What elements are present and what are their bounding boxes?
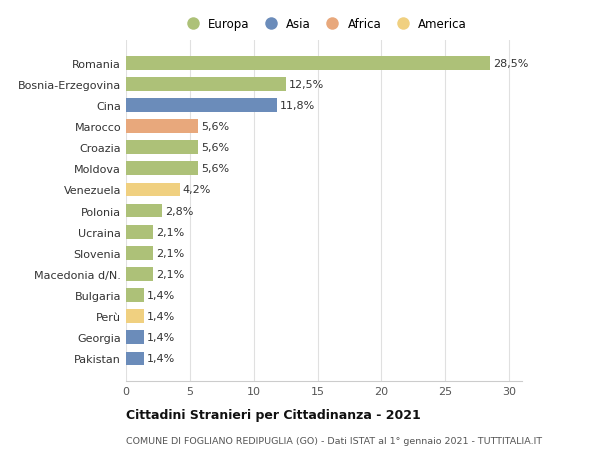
Text: 1,4%: 1,4% xyxy=(147,291,175,301)
Bar xyxy=(126,268,153,281)
Text: 2,1%: 2,1% xyxy=(156,227,184,237)
Text: 12,5%: 12,5% xyxy=(289,80,324,90)
Text: 1,4%: 1,4% xyxy=(147,354,175,364)
Text: 2,1%: 2,1% xyxy=(156,248,184,258)
Bar xyxy=(126,331,144,344)
Legend: Europa, Asia, Africa, America: Europa, Asia, Africa, America xyxy=(176,13,472,36)
Bar xyxy=(126,310,144,324)
Bar xyxy=(126,204,162,218)
Text: 1,4%: 1,4% xyxy=(147,333,175,342)
Bar xyxy=(126,225,153,239)
Bar xyxy=(126,57,490,70)
Text: 5,6%: 5,6% xyxy=(201,143,229,153)
Bar xyxy=(126,120,197,134)
Bar xyxy=(126,162,197,176)
Text: 2,8%: 2,8% xyxy=(165,206,193,216)
Bar xyxy=(126,183,179,197)
Text: COMUNE DI FOGLIANO REDIPUGLIA (GO) - Dati ISTAT al 1° gennaio 2021 - TUTTITALIA.: COMUNE DI FOGLIANO REDIPUGLIA (GO) - Dat… xyxy=(126,436,542,445)
Text: 28,5%: 28,5% xyxy=(493,59,529,68)
Text: Cittadini Stranieri per Cittadinanza - 2021: Cittadini Stranieri per Cittadinanza - 2… xyxy=(126,409,421,421)
Text: 11,8%: 11,8% xyxy=(280,101,315,111)
Text: 4,2%: 4,2% xyxy=(183,185,211,195)
Bar xyxy=(126,99,277,112)
Text: 2,1%: 2,1% xyxy=(156,269,184,280)
Bar xyxy=(126,141,197,155)
Text: 5,6%: 5,6% xyxy=(201,164,229,174)
Bar xyxy=(126,246,153,260)
Bar xyxy=(126,78,286,91)
Bar xyxy=(126,352,144,365)
Text: 1,4%: 1,4% xyxy=(147,312,175,321)
Bar xyxy=(126,289,144,302)
Text: 5,6%: 5,6% xyxy=(201,122,229,132)
